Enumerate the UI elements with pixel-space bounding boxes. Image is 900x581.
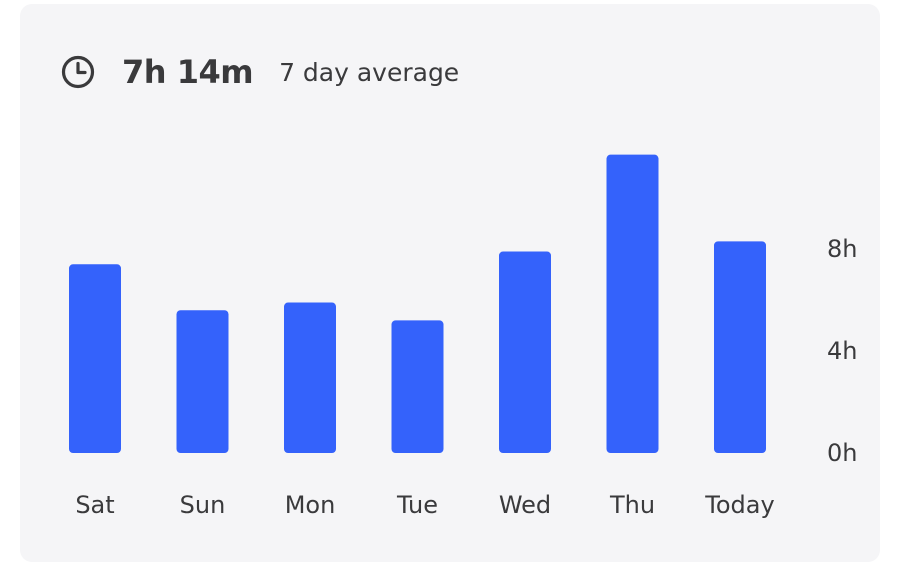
x-category-label: Mon — [285, 491, 336, 519]
y-tick-label: 4h — [827, 337, 857, 365]
x-category-label: Tue — [396, 491, 438, 519]
x-category-label: Sat — [75, 491, 114, 519]
x-category-label: Today — [704, 491, 774, 519]
bar-today[interactable] — [714, 241, 766, 453]
bar-sun[interactable] — [176, 310, 229, 453]
average-label: 7 day average — [279, 57, 460, 87]
daily-usage-bar-chart: 0h 4h 8h Sat Sun Mon Tue Wed Thu Today — [69, 154, 857, 519]
clock-icon — [60, 54, 96, 90]
y-tick-label: 0h — [827, 439, 857, 467]
screen-time-card: 7h 14m 7 day average 0h 4h 8h Sat Sun Mon Tue W… — [20, 4, 880, 562]
average-value: 7h 14m — [122, 53, 254, 91]
bar-wed[interactable] — [499, 251, 551, 453]
bar-tue[interactable] — [391, 320, 444, 453]
x-category-label: Thu — [609, 491, 655, 519]
summary-header: 7h 14m 7 day average — [60, 48, 459, 96]
y-tick-label: 8h — [827, 235, 857, 263]
x-category-label: Sun — [180, 491, 226, 519]
bar-thu[interactable] — [606, 154, 659, 453]
x-category-label: Wed — [499, 491, 551, 519]
bar-sat[interactable] — [69, 264, 121, 453]
bar-mon[interactable] — [284, 302, 336, 453]
